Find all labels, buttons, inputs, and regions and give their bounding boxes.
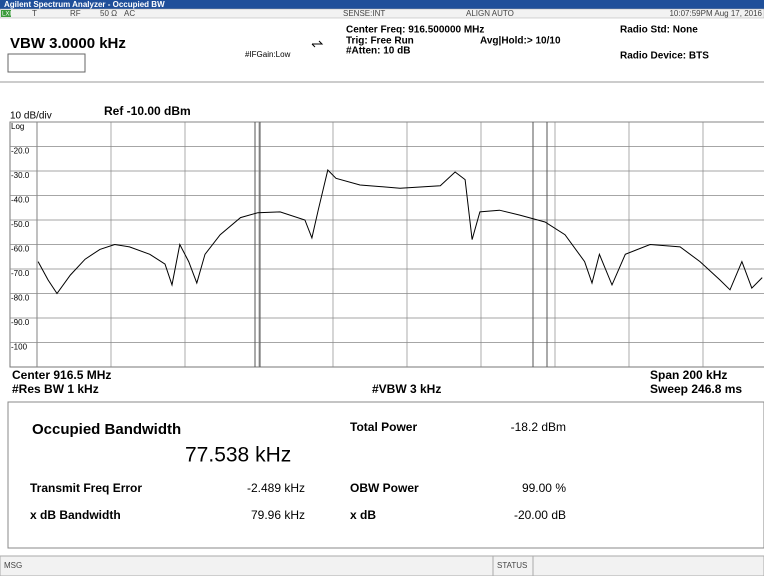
y-tick-label: -100	[11, 343, 28, 352]
obw-power-value: 99.00 %	[522, 481, 566, 495]
results-panel	[7, 401, 764, 549]
y-tick-label: -70.0	[11, 269, 30, 278]
rf: RF	[70, 9, 81, 18]
obw-label: Occupied Bandwidth	[32, 421, 181, 438]
trace	[37, 169, 763, 295]
y-tick-label: -40.0	[11, 196, 30, 205]
if-gain: #IFGain:Low	[245, 50, 291, 59]
y-tick-label: -20.0	[11, 147, 30, 156]
plot: Log -20.0 -30.0 -40.0 -50.0 -60.0 -70.0 -80.0 -9…	[9, 121, 764, 368]
status-row	[0, 8, 764, 19]
y-tick-label: Log	[11, 122, 24, 131]
span: Span 200 kHz	[650, 368, 727, 382]
input-box	[7, 53, 86, 73]
lxi-icon	[1, 10, 11, 17]
center-freq: Center Freq: 916.500000 MHz	[346, 25, 484, 36]
radio-std: Radio Std: None	[620, 25, 698, 36]
align: ALIGN AUTO	[466, 9, 514, 18]
trig: Trig: Free Run	[346, 36, 414, 47]
total-power-label: Total Power	[350, 420, 417, 434]
obw-value: 77.538 kHz	[185, 444, 291, 467]
res-bw: #Res BW 1 kHz	[12, 382, 99, 396]
y-tick-label: -60.0	[11, 245, 30, 254]
title-bar	[0, 0, 764, 9]
xdb-value: -20.00 dB	[514, 508, 566, 522]
radio-device: Radio Device: BTS	[620, 51, 709, 62]
y-tick-label: -30.0	[11, 171, 30, 180]
atten: #Atten: 10 dB	[346, 46, 410, 57]
ref-level: Ref -10.00 dBm	[104, 104, 191, 118]
avg-hold: Avg|Hold:> 10/10	[480, 36, 561, 47]
msg: MSG	[4, 561, 22, 570]
impedance: 50 Ω	[100, 9, 117, 18]
total-power-value: -18.2 dBm	[511, 420, 566, 434]
coupling: AC	[124, 9, 135, 18]
xdb-label: x dB	[350, 508, 376, 522]
sweep: Sweep 246.8 ms	[650, 382, 742, 396]
tfe-value: -2.489 kHz	[247, 481, 305, 495]
vbw: #VBW 3 kHz	[372, 382, 441, 396]
y-tick-label: -50.0	[11, 220, 30, 229]
scale: 10 dB/div	[10, 111, 52, 122]
xdb-bw-label: x dB Bandwidth	[30, 508, 121, 522]
obw-power-label: OBW Power	[350, 481, 419, 495]
trigger-flag: T	[32, 9, 37, 18]
center: Center 916.5 MHz	[12, 368, 111, 382]
time: 10:07:59PM Aug 17, 2016	[669, 9, 762, 18]
window-title: Agilent Spectrum Analyzer - Occupied BW	[4, 0, 165, 9]
status: STATUS	[497, 561, 527, 570]
xdb-bw-value: 79.96 kHz	[251, 508, 305, 522]
status-bar	[0, 555, 764, 577]
trig-icon	[311, 40, 324, 48]
y-tick-label: -80.0	[11, 294, 30, 303]
lxi: LXI	[2, 12, 11, 18]
sense: SENSE:INT	[343, 9, 385, 18]
vbw-setting: VBW 3.0000 kHz	[10, 35, 126, 52]
tfe-label: Transmit Freq Error	[30, 481, 142, 495]
y-tick-label: -90.0	[11, 318, 30, 327]
